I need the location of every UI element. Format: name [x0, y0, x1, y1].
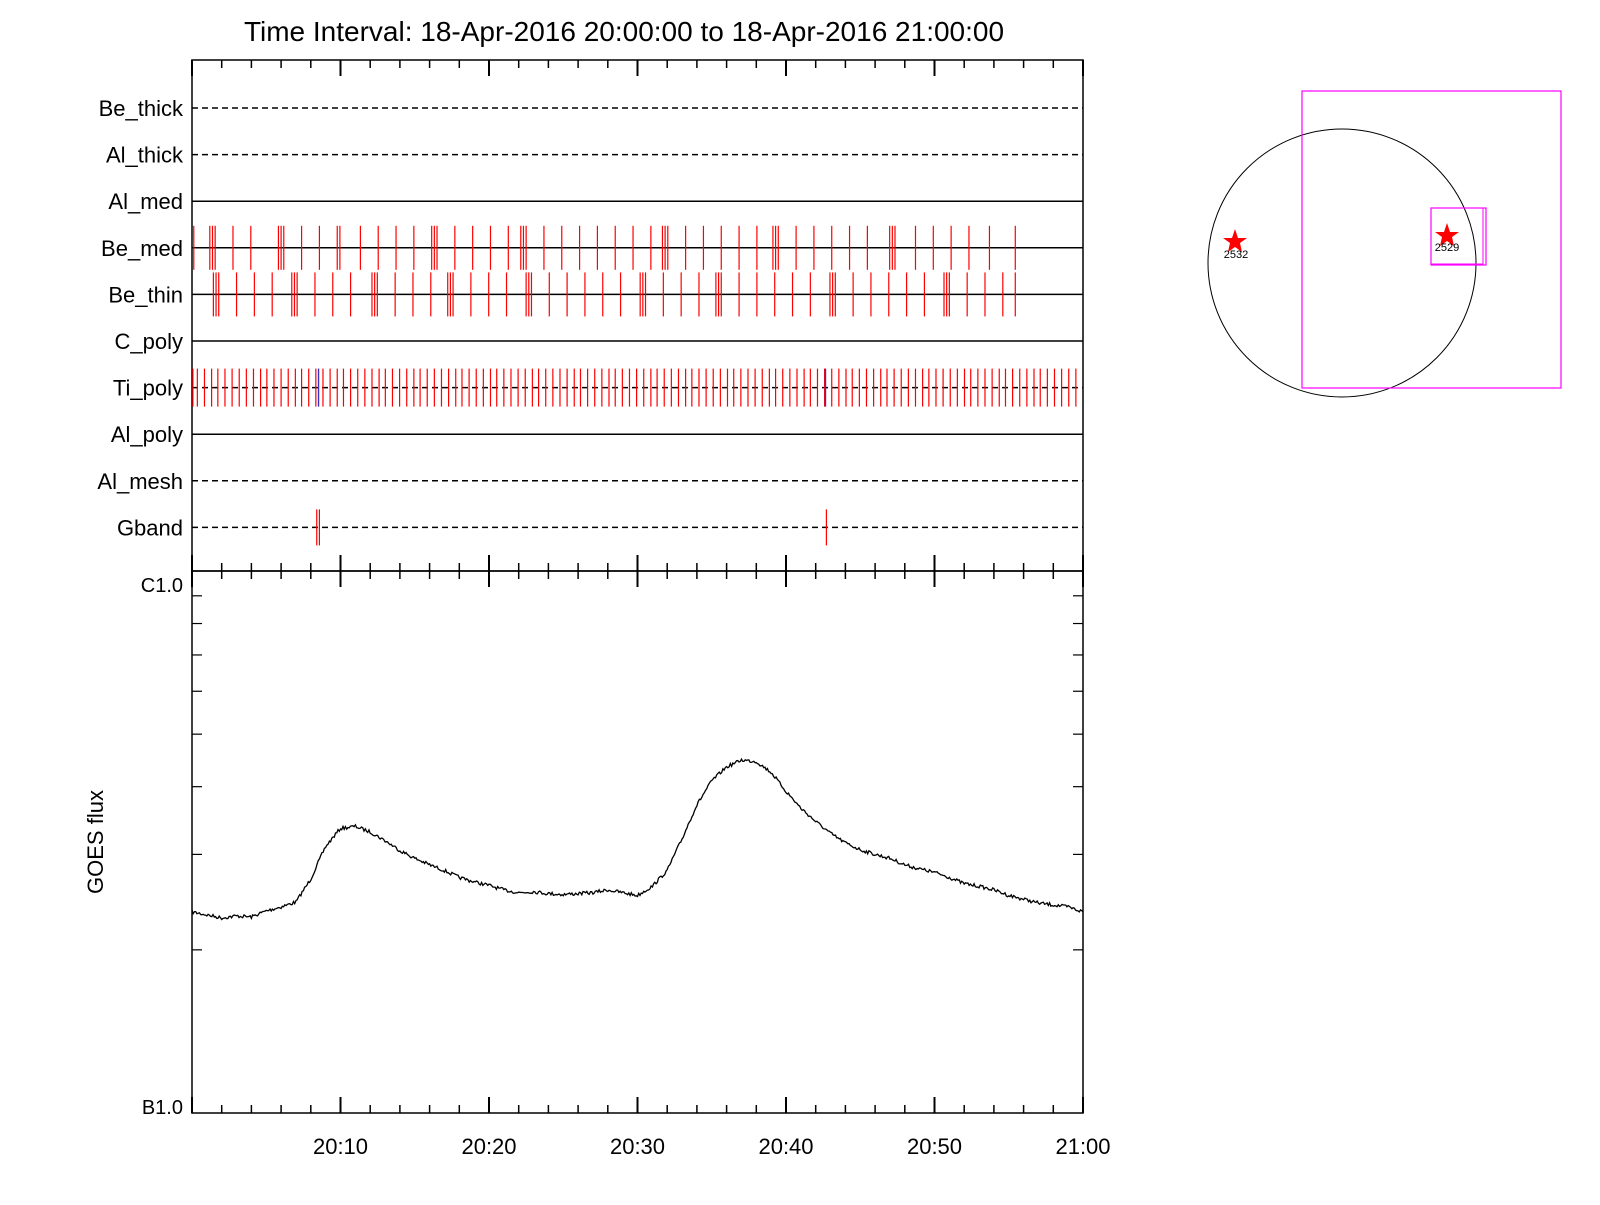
fov-box-large [1301, 90, 1562, 389]
xtick-label: 20:20 [461, 1134, 516, 1159]
solar-disk-map: 2532 2529 [1207, 90, 1562, 398]
row-label: Al_mesh [97, 469, 183, 494]
row-label: Al_thick [106, 143, 184, 168]
goes-frame [191, 570, 1084, 1114]
goes-ylabel: GOES flux [83, 790, 108, 894]
xtick-label: 20:50 [907, 1134, 962, 1159]
goes-ytick-bottom: B1.0 [142, 1097, 183, 1119]
fov-box-small-inner [1430, 207, 1484, 265]
row-label: Be_thin [108, 282, 183, 307]
ar-star-icon-2532 [1223, 229, 1247, 252]
goes-flux-panel: GOES flux C1.0 B1.0 20:10 20:20 20:30 20:40… [83, 570, 1111, 1159]
ar-star-icon-2529 [1435, 223, 1459, 246]
row-label: Ti_poly [113, 376, 183, 401]
xtick-label: 20:10 [313, 1134, 368, 1159]
goes-xtick-labels: 20:10 20:20 20:30 20:40 20:50 21:00 [313, 1134, 1111, 1159]
row-label: Al_poly [111, 422, 183, 447]
row-label: Al_med [108, 189, 183, 214]
goes-ticks [191, 571, 1084, 1113]
row-label: Gband [117, 515, 183, 540]
row-label: Be_thick [99, 96, 184, 121]
goes-ytick-top: C1.0 [141, 575, 183, 597]
chart-title: Time Interval: 18-Apr-2016 20:00:00 to 1… [244, 16, 1004, 47]
row-label: Be_med [101, 236, 183, 261]
ar-label-2532: 2532 [1224, 249, 1248, 261]
filter-timeline-panel: Be_thick Al_thick Al_med Be_med Be_thin C_pol… [97, 59, 1084, 572]
ar-label-2529: 2529 [1435, 242, 1459, 254]
goes-flux-line [191, 757, 1084, 921]
xtick-label: 21:00 [1055, 1134, 1110, 1159]
xtick-label: 20:40 [758, 1134, 813, 1159]
fov-box-small [1430, 207, 1487, 266]
solar-disk [1207, 128, 1477, 398]
xtick-label: 20:30 [610, 1134, 665, 1159]
timeline-ticks [191, 60, 1084, 571]
row-label: C_poly [115, 329, 183, 354]
timeline-rows: Be_thick Al_thick Al_med Be_med Be_thin C_pol… [97, 96, 1083, 546]
